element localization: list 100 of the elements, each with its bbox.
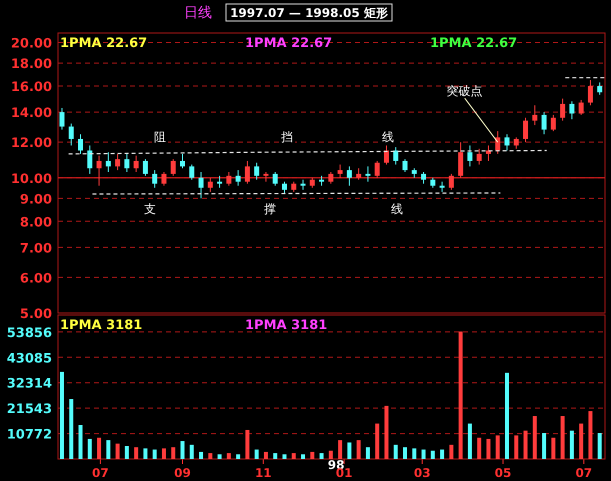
bar <box>384 406 388 459</box>
candlestick <box>578 99 584 116</box>
bar <box>403 447 408 459</box>
bar <box>190 444 194 459</box>
y-tick-label: 14.00 <box>10 106 52 122</box>
bar <box>106 440 110 459</box>
candlestick <box>115 153 120 171</box>
candlestick <box>152 170 158 188</box>
candlestick <box>291 181 296 192</box>
y-tick-label: 6.00 <box>20 271 52 286</box>
bar <box>366 447 370 459</box>
candlestick <box>96 155 102 186</box>
candlestick <box>523 117 528 143</box>
candlestick <box>569 100 574 120</box>
bar <box>162 448 166 459</box>
candlestick <box>106 152 111 172</box>
bar <box>69 399 74 459</box>
annotation: 突破点 <box>446 84 483 98</box>
bar <box>524 430 528 459</box>
bar <box>208 453 212 459</box>
bar <box>116 444 120 459</box>
y-tick-label: 9.00 <box>20 192 52 208</box>
annotation: 阻 <box>154 130 166 144</box>
candlestick <box>319 175 324 186</box>
bar <box>218 454 222 459</box>
bar <box>514 435 518 459</box>
bar <box>477 438 482 459</box>
candlestick <box>550 114 556 132</box>
bar <box>347 442 352 459</box>
bar <box>430 450 435 459</box>
candlestick <box>458 142 464 178</box>
y-tick-label: 21543 <box>6 402 52 418</box>
candlestick <box>560 98 566 122</box>
y-tick-label: 53856 <box>6 326 52 341</box>
candlestick <box>217 175 222 188</box>
candlestick <box>87 144 92 174</box>
bar <box>579 424 584 459</box>
bar <box>264 452 268 459</box>
bar <box>496 435 500 459</box>
candlestick <box>282 181 287 195</box>
y-tick-label: 12.00 <box>10 136 52 152</box>
candlestick <box>440 181 445 192</box>
y-tick-label: 20.00 <box>10 36 52 52</box>
bar <box>171 447 176 459</box>
annotation: 1PMA 3181 <box>60 318 142 333</box>
chart-title: 日线 <box>184 5 212 21</box>
y-tick-label: 32314 <box>6 376 52 392</box>
candlestick <box>588 80 593 106</box>
annotation: 1PMA 22.67 <box>430 36 518 51</box>
bar <box>449 444 454 459</box>
bar <box>338 440 342 459</box>
x-tick-label: 09 <box>174 466 191 480</box>
candlestick <box>365 166 370 182</box>
bar <box>598 433 602 459</box>
candlestick <box>59 107 64 130</box>
bar <box>124 446 129 459</box>
bar <box>560 416 565 459</box>
candlestick <box>134 155 139 172</box>
candlestick <box>68 123 74 146</box>
candlestick <box>421 171 426 184</box>
candlestick <box>430 177 436 188</box>
candlestick <box>124 153 130 172</box>
bar <box>468 424 472 459</box>
bar <box>422 450 426 459</box>
candlestick <box>338 164 343 178</box>
candlestick <box>597 82 602 96</box>
bar <box>60 372 64 459</box>
candlestick <box>198 171 204 199</box>
x-tick-label: 07 <box>575 466 592 480</box>
x-tick-label: 05 <box>494 466 512 480</box>
annotation: 线 <box>382 130 394 144</box>
x-tick-label: 98 01 <box>328 458 352 480</box>
candlestick <box>189 164 194 180</box>
candlestick <box>244 160 250 184</box>
bar <box>504 372 509 459</box>
y-tick-label: 18.00 <box>10 57 52 72</box>
candlestick <box>514 136 519 150</box>
bar <box>292 453 296 459</box>
candlestick <box>300 179 306 190</box>
bar <box>134 447 138 459</box>
candlestick <box>532 104 538 126</box>
y-tick-label: 5.00 <box>20 307 52 322</box>
bar <box>245 430 250 459</box>
annotation: 1PMA 22.67 <box>60 36 148 51</box>
bar <box>458 332 463 459</box>
candlestick <box>142 158 148 176</box>
candlestick <box>467 144 472 167</box>
candlestick <box>310 177 315 188</box>
bar <box>254 450 259 459</box>
annotation: 支 <box>144 202 156 216</box>
candlestick <box>542 112 547 135</box>
x-tick-label: 07 <box>92 466 109 480</box>
bar <box>273 453 278 459</box>
annotation: 挡 <box>281 130 293 144</box>
candlestick <box>328 171 334 184</box>
candlestick <box>412 168 417 178</box>
bar <box>542 433 546 459</box>
candlestick <box>170 158 176 176</box>
bar <box>440 450 444 459</box>
candlestick <box>272 171 278 186</box>
